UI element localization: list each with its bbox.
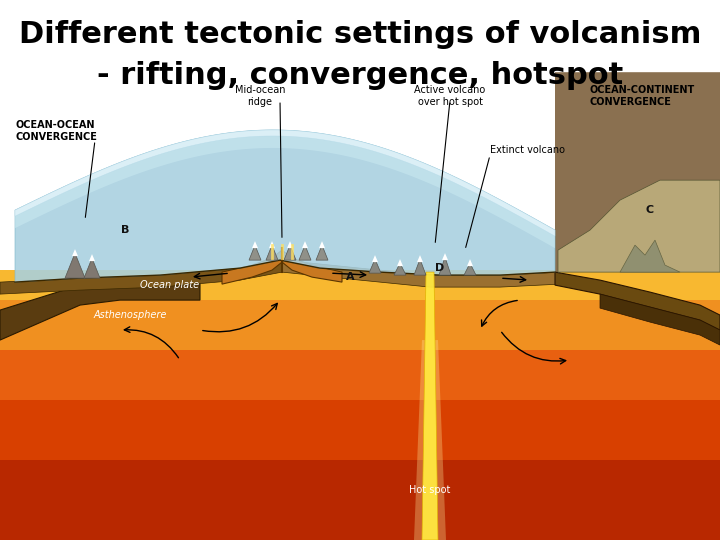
Text: Active volcano
over hot spot: Active volcano over hot spot bbox=[415, 85, 485, 107]
Polygon shape bbox=[414, 259, 426, 275]
Polygon shape bbox=[397, 259, 403, 266]
Polygon shape bbox=[0, 460, 720, 540]
Text: OCEAN-OCEAN
CONVERGENCE: OCEAN-OCEAN CONVERGENCE bbox=[15, 120, 97, 142]
Polygon shape bbox=[319, 241, 325, 248]
Polygon shape bbox=[287, 241, 293, 248]
Text: - rifting, convergence, hotspot: - rifting, convergence, hotspot bbox=[97, 60, 623, 90]
Polygon shape bbox=[269, 241, 275, 248]
Polygon shape bbox=[299, 245, 311, 260]
Text: Different tectonic settings of volcanism: Different tectonic settings of volcanism bbox=[19, 20, 701, 49]
Polygon shape bbox=[372, 255, 378, 262]
Polygon shape bbox=[222, 250, 342, 284]
Text: Hot spot: Hot spot bbox=[409, 485, 451, 495]
Polygon shape bbox=[422, 272, 438, 540]
Text: Mid-ocean
ridge: Mid-ocean ridge bbox=[235, 85, 285, 107]
Polygon shape bbox=[417, 255, 423, 262]
Polygon shape bbox=[555, 72, 720, 272]
Polygon shape bbox=[439, 257, 451, 275]
Text: Ocean plate: Ocean plate bbox=[140, 280, 199, 290]
Polygon shape bbox=[15, 130, 555, 248]
Polygon shape bbox=[414, 340, 446, 540]
Polygon shape bbox=[442, 253, 448, 260]
Text: Asthenosphere: Asthenosphere bbox=[94, 310, 167, 320]
Polygon shape bbox=[0, 280, 200, 340]
Polygon shape bbox=[0, 260, 282, 294]
Polygon shape bbox=[394, 263, 406, 275]
Polygon shape bbox=[555, 272, 720, 330]
Text: D: D bbox=[436, 263, 445, 273]
Polygon shape bbox=[89, 254, 95, 261]
Text: OCEAN-CONTINENT
CONVERGENCE: OCEAN-CONTINENT CONVERGENCE bbox=[590, 85, 696, 107]
Polygon shape bbox=[72, 249, 78, 256]
Polygon shape bbox=[249, 245, 261, 260]
Polygon shape bbox=[0, 300, 720, 350]
Polygon shape bbox=[252, 241, 258, 248]
Text: C: C bbox=[646, 205, 654, 215]
Polygon shape bbox=[464, 263, 476, 275]
Polygon shape bbox=[558, 180, 720, 272]
Polygon shape bbox=[284, 245, 296, 260]
Polygon shape bbox=[0, 400, 720, 460]
Polygon shape bbox=[302, 241, 308, 248]
Polygon shape bbox=[316, 245, 328, 260]
Polygon shape bbox=[369, 259, 381, 273]
Polygon shape bbox=[0, 70, 720, 540]
Polygon shape bbox=[467, 259, 473, 266]
Text: B: B bbox=[121, 225, 129, 235]
Text: Extinct volcano: Extinct volcano bbox=[490, 145, 565, 155]
Polygon shape bbox=[65, 253, 85, 278]
Polygon shape bbox=[15, 130, 555, 282]
Polygon shape bbox=[266, 245, 278, 260]
Polygon shape bbox=[600, 294, 720, 345]
Polygon shape bbox=[15, 130, 555, 236]
Polygon shape bbox=[0, 270, 720, 300]
Polygon shape bbox=[0, 350, 720, 400]
Polygon shape bbox=[84, 258, 100, 278]
Text: A: A bbox=[346, 272, 354, 282]
Polygon shape bbox=[282, 260, 560, 287]
Polygon shape bbox=[620, 240, 680, 272]
